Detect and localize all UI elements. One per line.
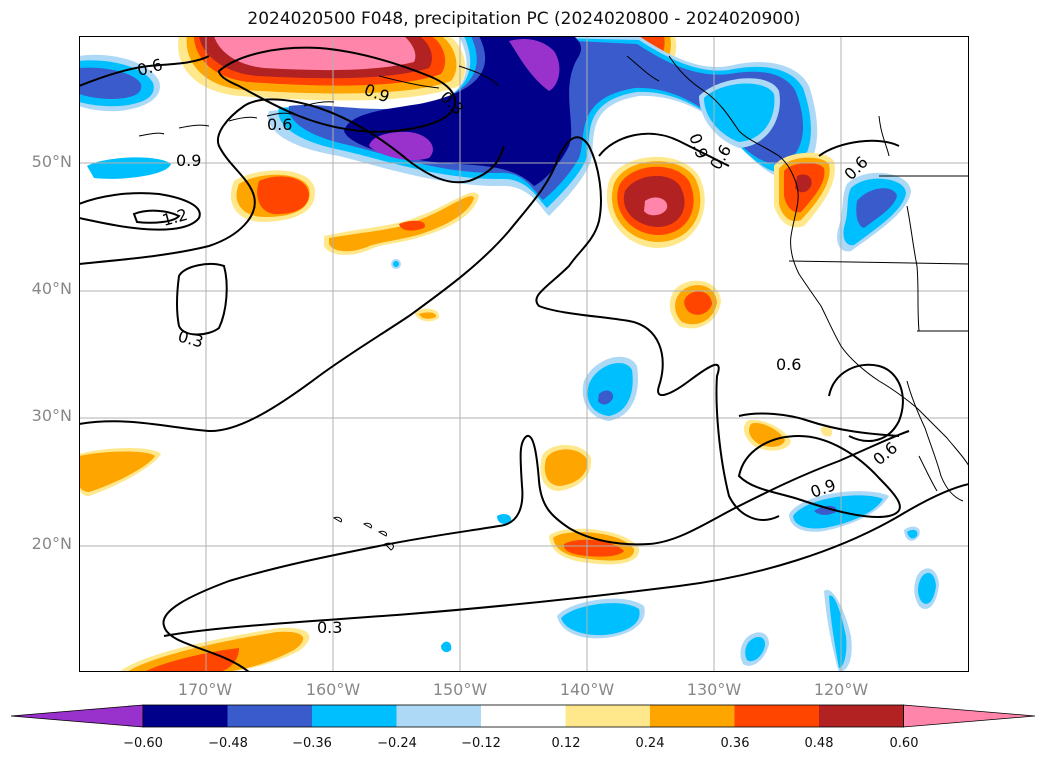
- colorbar-canvas: [10, 704, 1036, 728]
- colorbar: [10, 702, 1036, 730]
- lat-label-20n: 20°N: [31, 534, 72, 553]
- colorbar-segment: [481, 705, 566, 727]
- colorbar-outline: [142, 704, 904, 728]
- graticule: [79, 36, 969, 672]
- colorbar-tick: −0.24: [377, 736, 417, 751]
- lon-label-140w: 140°W: [559, 680, 615, 699]
- colorbar-segment: [565, 705, 651, 727]
- coastlines: [138, 55, 969, 551]
- lon-label-130w: 130°W: [686, 680, 742, 699]
- map-frame: [79, 36, 969, 672]
- map-canvas: 0.6 0.9 1.2 0.3 0.9 0.3 0.6 0.9 0.6 0.6 …: [79, 36, 969, 672]
- lat-label-40n: 40°N: [31, 279, 72, 298]
- colorbar-tick: 0.36: [720, 736, 750, 751]
- lon-label-170w: 170°W: [177, 680, 233, 699]
- colorbar-tick: −0.12: [461, 736, 501, 751]
- contour-label: 0.9: [176, 151, 201, 170]
- colorbar-tick: 0.24: [635, 736, 665, 751]
- colorbar-segment: [312, 705, 397, 727]
- lon-label-150w: 150°W: [432, 680, 488, 699]
- contour-label: 0.6: [776, 355, 801, 374]
- colorbar-segment: [227, 705, 313, 727]
- colorbar-tick: −0.36: [292, 736, 332, 751]
- lon-label-120w: 120°W: [813, 680, 869, 699]
- colorbar-extend-high: [903, 704, 1036, 728]
- colorbar-extend-low: [10, 704, 144, 728]
- contour-label: 0.3: [317, 618, 342, 637]
- contours: [79, 46, 969, 672]
- colorbar-tick: −0.60: [123, 736, 163, 751]
- colorbar-segment: [650, 705, 735, 727]
- map-panel: 0.6 0.9 1.2 0.3 0.9 0.3 0.6 0.9 0.6 0.6 …: [79, 36, 969, 672]
- colorbar-tick: −0.48: [208, 736, 248, 751]
- colorbar-tick: 0.60: [889, 736, 919, 751]
- shaded-anomalies: [79, 36, 939, 672]
- colorbar-tick: 0.12: [551, 736, 581, 751]
- colorbar-segment: [143, 705, 228, 727]
- colorbar-segment: [396, 705, 482, 727]
- lat-label-30n: 30°N: [31, 406, 72, 425]
- figure-title: 2024020500 F048, precipitation PC (20240…: [247, 9, 801, 29]
- lon-label-160w: 160°W: [305, 680, 361, 699]
- colorbar-tick: 0.48: [804, 736, 834, 751]
- contour-label: 0.6: [267, 115, 292, 134]
- colorbar-segment: [734, 705, 820, 727]
- colorbar-segment: [819, 705, 904, 727]
- lat-label-50n: 50°N: [31, 152, 72, 171]
